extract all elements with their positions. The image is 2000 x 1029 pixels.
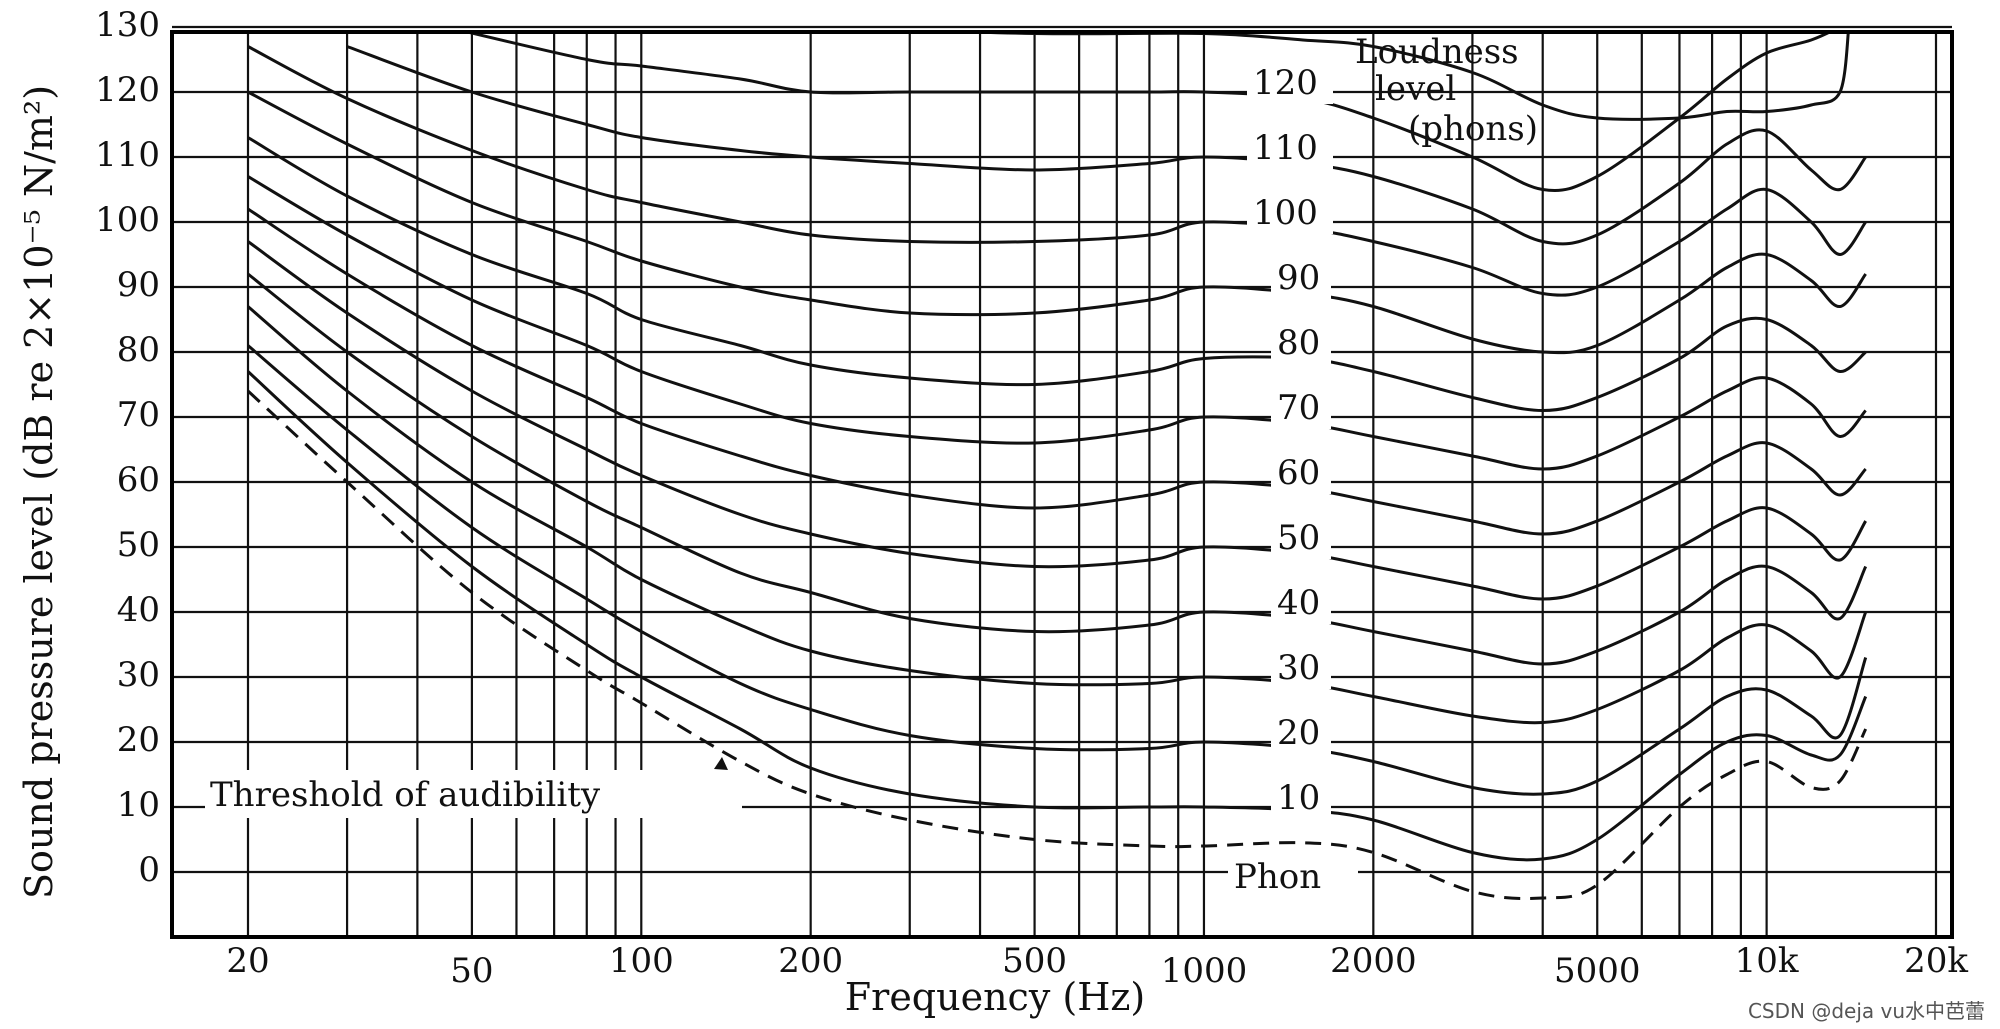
- phon-annotation: Phon: [1228, 855, 1358, 897]
- curve-label: 10: [1277, 778, 1320, 818]
- threshold-curve: [246, 389, 1868, 900]
- curve-label-background: [1247, 196, 1333, 234]
- x-tick-label: 20: [226, 941, 269, 981]
- y-tick-label: 60: [117, 460, 160, 500]
- curve-label-background: [1271, 391, 1331, 429]
- y-tick-label: 70: [117, 395, 160, 435]
- curve-label: 90: [1277, 258, 1320, 298]
- y-tick-label: 40: [117, 590, 160, 630]
- threshold-annotation: Threshold of audibility: [205, 757, 742, 818]
- curve-label: 40: [1277, 583, 1320, 623]
- grid: [172, 25, 1952, 937]
- loudness-curve-90: [247, 45, 1867, 297]
- curve-label-background: [1271, 651, 1331, 689]
- curve-label: 80: [1277, 323, 1320, 363]
- curve-label-background: [1271, 781, 1331, 819]
- watermark: CSDN @deja vu水中芭蕾: [1748, 999, 1985, 1023]
- curve-labels: 10 20 30 40 50 60 70 80 90 100 110 120: [1247, 63, 1333, 819]
- curve-label: 70: [1277, 388, 1320, 428]
- x-tick-label: 10k: [1735, 941, 1799, 981]
- y-tick-label: 90: [117, 265, 160, 305]
- loudness-curve-60: [247, 175, 1867, 471]
- x-tick-label: 50: [450, 951, 493, 991]
- curve-label-background: [1271, 716, 1331, 754]
- curve-label-background: [1271, 261, 1331, 299]
- curve-label-background: [1247, 131, 1333, 169]
- x-tick-label: 20k: [1904, 941, 1968, 981]
- curve-label: 60: [1277, 453, 1320, 493]
- y-tick-label: 50: [117, 525, 160, 565]
- y-tick-label: 0: [138, 850, 160, 890]
- x-tick-labels: 20 50 100 200 500 1000 2000 5000 10k 20k: [226, 941, 1968, 991]
- curve-label: 110: [1253, 128, 1318, 168]
- y-tick-label: 120: [95, 70, 160, 110]
- y-tick-label: 100: [95, 200, 160, 240]
- curve-label: 20: [1277, 713, 1320, 753]
- y-tick-label: 30: [117, 655, 160, 695]
- legend-title: Loudness level (phons): [1355, 32, 1538, 149]
- x-tick-label: 1000: [1161, 951, 1248, 991]
- curve-label: 120: [1253, 63, 1318, 103]
- y-tick-label: 20: [117, 720, 160, 760]
- loudness-curve-70: [247, 136, 1867, 413]
- legend-title-line-3: (phons): [1408, 109, 1538, 149]
- phon-label-background: [1228, 855, 1358, 897]
- x-tick-label: 5000: [1554, 951, 1641, 991]
- threshold-label-background: [205, 770, 742, 818]
- plot-frame: [170, 30, 1954, 939]
- y-axis-label: Sound pressure level (dB re 2×10⁻⁵ N/m²): [17, 85, 61, 899]
- phon-label: Phon: [1234, 857, 1321, 897]
- loudness-curve-10: [247, 344, 1868, 796]
- curve-label-background: [1271, 456, 1331, 494]
- legend-title-line-2: level: [1375, 69, 1456, 109]
- curve-label-background: [1247, 66, 1333, 104]
- loudness-curve-50: [247, 207, 1867, 536]
- y-tick-label: 10: [117, 785, 160, 825]
- loudness-curve-30: [247, 272, 1868, 666]
- threshold-arrow-icon: [714, 757, 728, 770]
- loudness-curve-20: [247, 305, 1868, 725]
- curve-label-background: [1271, 326, 1331, 364]
- curve-label-background: [1271, 586, 1331, 624]
- x-tick-label: 200: [778, 941, 843, 981]
- loudness-curve-80: [247, 90, 1867, 355]
- loudness-curve-40: [247, 240, 1867, 601]
- x-tick-label: 100: [609, 941, 674, 981]
- curves: [246, 32, 1868, 900]
- y-tick-label: 130: [95, 5, 160, 45]
- legend-title-line-1: Loudness: [1355, 32, 1519, 72]
- x-tick-label: 2000: [1330, 941, 1417, 981]
- x-axis-label: Frequency (Hz): [845, 975, 1145, 1019]
- y-tick-label: 110: [95, 135, 160, 175]
- curve-label: 50: [1277, 518, 1320, 558]
- x-tick-label: 500: [1002, 941, 1067, 981]
- y-tick-label: 80: [117, 330, 160, 370]
- loudness-curve-100: [346, 45, 1867, 246]
- loudness-curve-phon: [246, 370, 1868, 862]
- curve-label-background: [1271, 521, 1331, 559]
- curve-label: 100: [1253, 193, 1318, 233]
- threshold-label: Threshold of audibility: [210, 775, 601, 815]
- curve-label: 30: [1277, 648, 1320, 688]
